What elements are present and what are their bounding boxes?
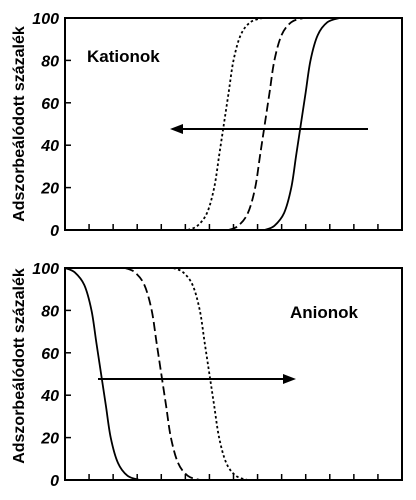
series-line-solid (264, 17, 340, 231)
y-tick-label: 0 (50, 473, 59, 490)
plot-kationok: Adszorbeálódott százalék Kationok 0 20 40 6… (11, 11, 403, 240)
y-tick-label: 80 (41, 53, 59, 70)
plot-frame (64, 267, 403, 481)
plot-anionok: Adszorbeálódott százalék Anionok 0 20 40 60… (11, 261, 403, 490)
y-tick-label: 60 (41, 96, 59, 113)
y-tick-label: 100 (32, 11, 59, 28)
series-line-dotted (172, 267, 249, 481)
y-tick-label: 80 (41, 303, 59, 320)
y-tick-label: 60 (41, 346, 59, 363)
plot-area: 0 20 40 60 80 100 (32, 11, 403, 240)
arrow-head-icon (283, 374, 296, 384)
series-label: Anionok (290, 303, 359, 322)
y-tick-label: 40 (40, 138, 59, 155)
y-tick-label: 40 (40, 388, 59, 405)
series-line-solid (64, 267, 140, 481)
y-axis-label: Adszorbeálódott százalék (11, 26, 28, 222)
y-axis-label: Adszorbeálódott százalék (11, 268, 28, 464)
series-line-dotted (187, 17, 263, 231)
y-tick-label: 100 (32, 261, 59, 278)
y-tick-label: 20 (40, 181, 59, 198)
series-label: Kationok (87, 47, 160, 66)
y-tick-label: 20 (40, 431, 59, 448)
series-line-dashed (228, 17, 304, 231)
series-line-dashed (124, 267, 201, 481)
y-tick-label: 0 (50, 223, 59, 240)
arrow-head-icon (170, 124, 183, 134)
plot-area: 0 20 40 60 80 100 (32, 261, 403, 490)
